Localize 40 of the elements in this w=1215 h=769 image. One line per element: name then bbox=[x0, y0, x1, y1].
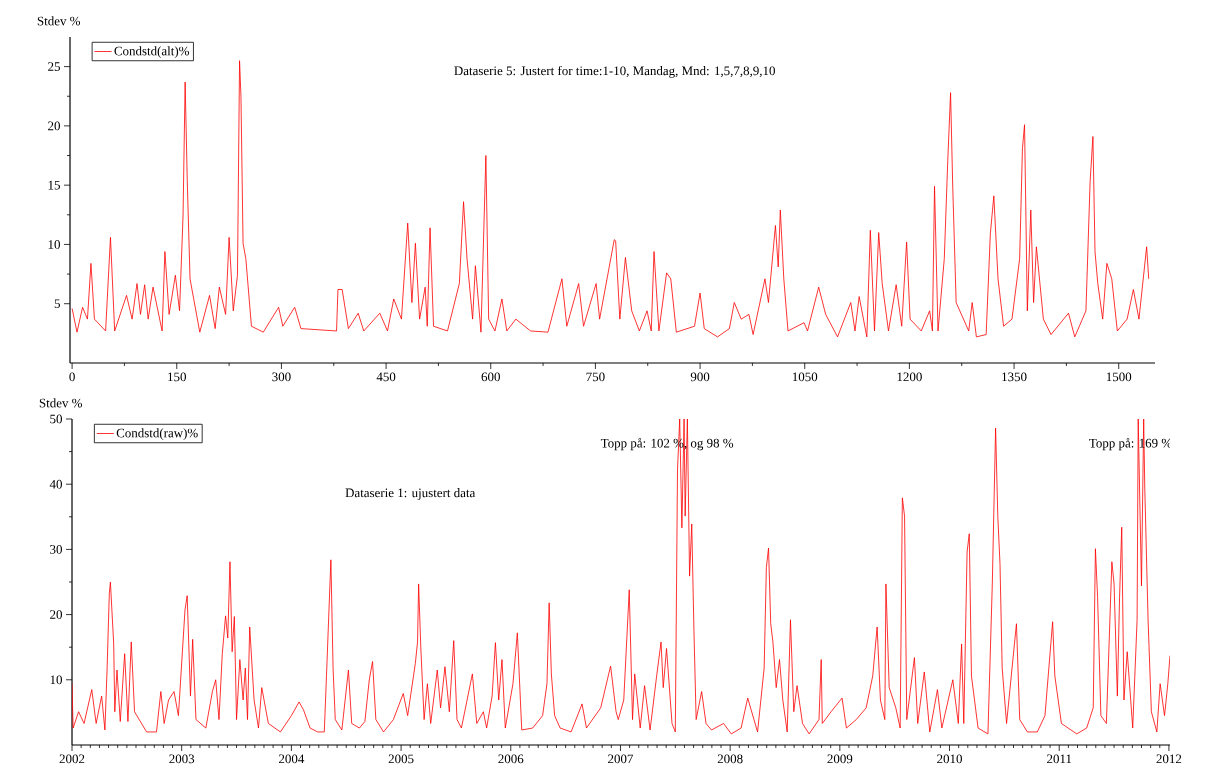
line-series bbox=[72, 418, 1171, 735]
annotation: Dataserie 1: ujustert data bbox=[345, 488, 476, 500]
legend-label: Condstd(raw)% bbox=[116, 428, 198, 441]
x-tick-label: 2007 bbox=[608, 754, 634, 764]
y-axis-title: Stdev % bbox=[37, 16, 81, 26]
y-axis-title: Stdev % bbox=[39, 398, 83, 408]
y-tick-label: 30 bbox=[50, 545, 62, 554]
x-tick-label: 2009 bbox=[827, 754, 853, 764]
x-tick-label: 2004 bbox=[279, 754, 305, 764]
y-tick-label: 10 bbox=[48, 240, 60, 249]
y-tick-label: 5 bbox=[54, 299, 60, 309]
x-tick-label: 600 bbox=[481, 372, 500, 382]
y-tick-label: 20 bbox=[48, 121, 60, 131]
x-tick-label: 750 bbox=[586, 372, 605, 382]
x-tick-label: 2003 bbox=[169, 754, 195, 764]
x-tick-label: 1200 bbox=[897, 372, 922, 382]
legend-label: Condstd(alt)% bbox=[114, 46, 190, 58]
x-tick-label: 1050 bbox=[792, 372, 818, 382]
x-tick-label: 1500 bbox=[1106, 372, 1132, 382]
x-tick-label: 2012 bbox=[1156, 754, 1182, 764]
x-tick-label: 0 bbox=[69, 372, 75, 382]
line-series bbox=[71, 60, 1150, 338]
y-tick-label: 15 bbox=[48, 180, 60, 190]
y-tick-label: 50 bbox=[50, 414, 62, 424]
y-tick-label: 40 bbox=[49, 479, 62, 489]
x-tick-label: 450 bbox=[376, 372, 396, 382]
x-tick-label: 2011 bbox=[1047, 754, 1072, 764]
x-tick-label: 2010 bbox=[937, 754, 962, 764]
x-tick-label: 300 bbox=[272, 372, 291, 382]
x-tick-label: 2008 bbox=[717, 754, 743, 764]
x-tick-label: 2002 bbox=[59, 754, 85, 764]
x-tick-label: 2005 bbox=[388, 754, 414, 764]
x-tick-label: 150 bbox=[168, 372, 186, 382]
x-tick-label: 2006 bbox=[498, 754, 524, 764]
x-tick-label: 1350 bbox=[1002, 372, 1027, 382]
annotation: Dataserie 5: Justert for time:1-10, Mandag, Mnd: 1,5,7,8,9,10 bbox=[454, 65, 775, 78]
y-tick-label: 10 bbox=[50, 675, 62, 685]
y-tick-label: 25 bbox=[48, 62, 60, 71]
x-tick-label: 900 bbox=[690, 372, 710, 382]
y-tick-label: 20 bbox=[50, 610, 62, 619]
